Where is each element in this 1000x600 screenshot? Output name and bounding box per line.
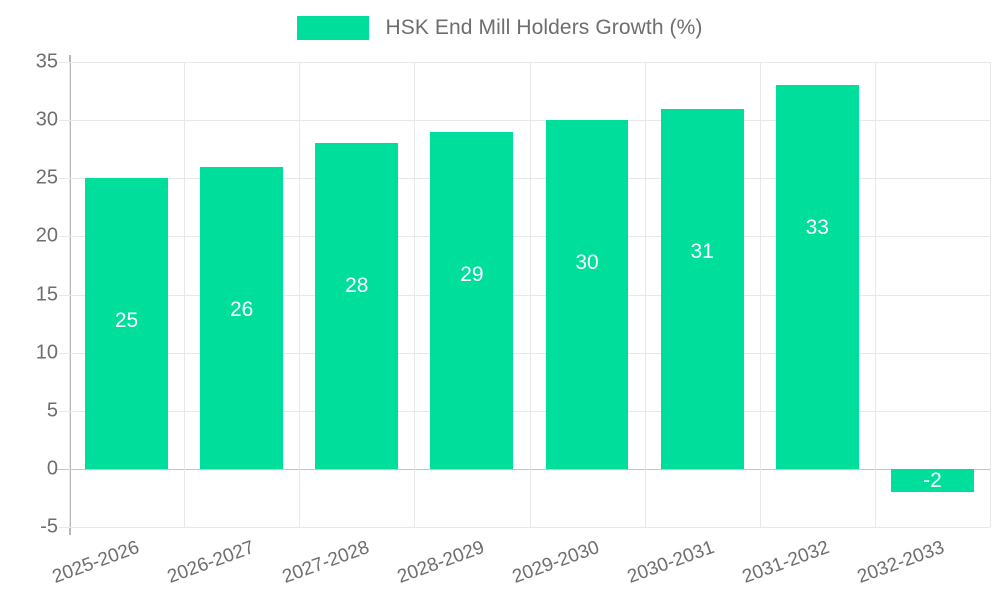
bar-value-label: 31 — [690, 239, 714, 263]
bar-value-label: 30 — [575, 251, 599, 275]
y-axis-tick-label: 15 — [35, 283, 58, 305]
gridline-horizontal — [59, 236, 990, 238]
bar-value-label: -2 — [923, 468, 942, 492]
chart-legend[interactable]: HSK End Mill Holders Growth (%) — [0, 10, 1000, 46]
x-axis-tick-label: 2029-2030 — [509, 537, 603, 588]
gridline-vertical — [530, 62, 531, 527]
bar[interactable] — [660, 108, 744, 469]
gridline-horizontal — [59, 294, 990, 296]
bar-value-label: 33 — [805, 216, 829, 240]
bar[interactable] — [775, 85, 859, 469]
x-axis-tick-label: 2026-2027 — [164, 537, 257, 588]
bar-value-label: 29 — [460, 262, 484, 286]
gridline-vertical — [299, 62, 300, 527]
y-axis-tick-label: 35 — [35, 50, 58, 73]
bar-value-label: 25 — [114, 309, 139, 333]
gridline-horizontal — [59, 62, 990, 63]
gridline-horizontal — [59, 120, 990, 122]
gridline-vertical — [184, 62, 185, 527]
gridline-vertical — [69, 62, 70, 527]
bar[interactable] — [890, 468, 974, 493]
gridline-horizontal — [59, 178, 990, 180]
x-axis-tick-label: 2031-2032 — [739, 537, 833, 588]
x-axis-tick-label: 2032-2033 — [855, 537, 948, 588]
gridline-vertical — [414, 62, 415, 527]
x-axis-tick-label: 2028-2029 — [394, 537, 488, 588]
bar-value-label: 28 — [345, 274, 369, 298]
gridline-vertical — [875, 62, 876, 527]
y-axis-tick-label: 25 — [35, 166, 58, 189]
plot-area: 25 26 28 29 30 31 33 -2 — [57, 62, 991, 528]
y-axis-tick-labels: 35 30 25 20 15 10 5 0 -5 — [0, 51, 58, 538]
gridline-horizontal — [59, 352, 990, 354]
bar[interactable] — [85, 178, 168, 469]
legend-color-swatch — [297, 16, 370, 40]
x-axis-tick-label: 2027-2028 — [279, 537, 372, 588]
gridline-vertical — [645, 62, 646, 527]
bar[interactable] — [545, 120, 629, 469]
bar[interactable] — [430, 131, 514, 469]
gridline-vertical — [760, 62, 761, 527]
gridline-vertical — [990, 62, 991, 527]
y-axis-tick-label: 0 — [46, 457, 58, 480]
y-axis-tick-label: 30 — [35, 108, 58, 131]
y-axis-tick-label: 5 — [46, 399, 58, 422]
legend-label: HSK End Mill Holders Growth (%) — [385, 16, 703, 39]
x-axis-tick-label: 2025-2026 — [49, 537, 142, 588]
bar-value-label: 26 — [229, 297, 254, 321]
y-axis-tick-label: 20 — [35, 224, 58, 247]
zero-line — [57, 468, 990, 470]
x-axis-tick-label: 2030-2031 — [624, 537, 718, 588]
bar[interactable] — [200, 166, 284, 469]
x-axis-tick-labels: 2025-2026 2026-2027 2027-2028 2028-2029 2029… — [0, 537, 1000, 600]
gridline-horizontal — [59, 527, 990, 528]
bar[interactable] — [315, 143, 399, 469]
y-axis-tick-label: 10 — [35, 341, 58, 364]
y-axis-tick-label: -5 — [40, 515, 58, 538]
gridline-horizontal — [59, 410, 990, 412]
